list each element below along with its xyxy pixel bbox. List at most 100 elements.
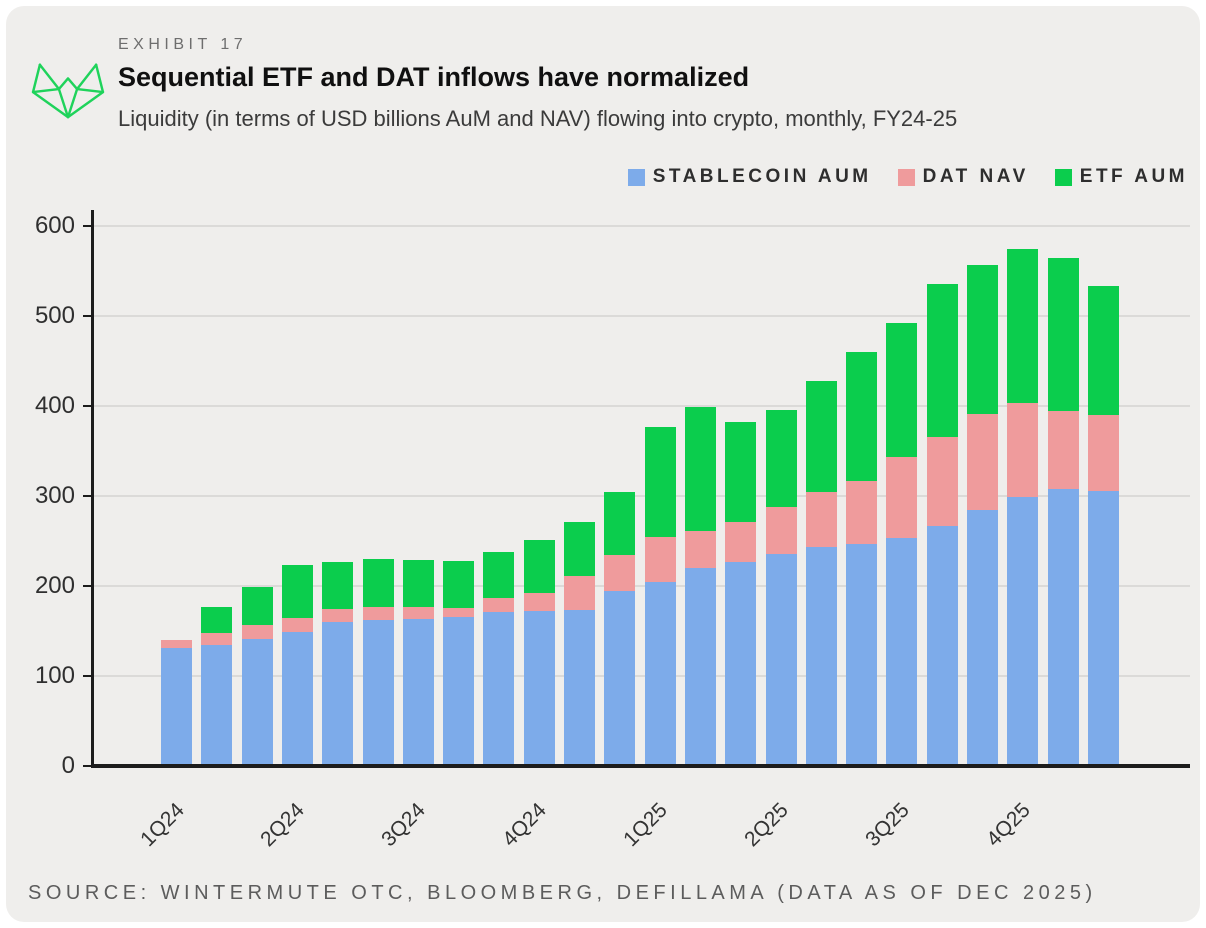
bar-2Q25-m2	[805, 380, 837, 766]
segment-stablecoin-aum	[322, 622, 354, 766]
segment-dat-nav	[1087, 415, 1119, 491]
page-subtitle: Liquidity (in terms of USD billions AuM …	[118, 106, 958, 131]
legend-label: ETF AUM	[1079, 166, 1188, 187]
segment-stablecoin-aum	[523, 611, 555, 766]
segment-dat-nav	[846, 480, 878, 544]
segment-stablecoin-aum	[926, 525, 958, 766]
y-axis-label: 100	[34, 662, 75, 689]
x-axis-label-1Q24: 1Q24	[135, 798, 189, 852]
y-axis-tick	[83, 495, 93, 497]
segment-etf-aum	[443, 560, 475, 608]
legend-label: DAT NAV	[922, 166, 1029, 187]
segment-dat-nav	[805, 491, 837, 548]
segment-etf-aum	[1047, 258, 1079, 411]
bar-1Q25-m3	[725, 422, 757, 766]
y-axis-label: 600	[34, 212, 75, 239]
wintermute-logo-icon	[31, 63, 105, 119]
exhibit-card: EXHIBIT 17 Sequential ETF and DAT inflow…	[6, 6, 1200, 922]
bar-4Q25-m1	[1007, 248, 1039, 766]
bar-2Q24-m2	[322, 561, 354, 766]
y-axis-label: 200	[34, 572, 75, 599]
stacked-bar-chart: 0 100 200 300 400 500 600 1Q24 2Q24 3Q24 4Q24 1Q25 2…	[6, 6, 1200, 922]
segment-etf-aum	[725, 422, 757, 523]
segment-stablecoin-aum	[725, 561, 757, 766]
legend-item-stablecoin-aum: STABLECOIN AUM	[627, 166, 872, 188]
legend-item-dat-nav: DAT NAV	[897, 166, 1029, 188]
segment-etf-aum	[281, 565, 313, 619]
segment-stablecoin-aum	[443, 616, 475, 766]
segment-etf-aum	[846, 352, 878, 481]
segment-etf-aum	[886, 323, 918, 458]
segment-stablecoin-aum	[1087, 490, 1119, 766]
page-title: Sequential ETF and DAT inflows have norm…	[118, 62, 750, 92]
segment-dat-nav	[644, 537, 676, 582]
segment-stablecoin-aum	[846, 543, 878, 766]
segment-stablecoin-aum	[483, 612, 515, 766]
bar-1Q24-m2	[201, 606, 233, 766]
segment-stablecoin-aum	[1007, 496, 1039, 766]
segment-stablecoin-aum	[161, 648, 192, 766]
exhibit-number: EXHIBIT 17	[118, 36, 248, 53]
segment-dat-nav	[604, 555, 636, 592]
segment-etf-aum	[201, 606, 233, 633]
y-axis-label: 300	[34, 482, 75, 509]
legend-item-etf-aum: ETF AUM	[1054, 166, 1188, 188]
segment-etf-aum	[765, 409, 797, 507]
bar-1Q24-m1	[161, 640, 192, 766]
segment-stablecoin-aum	[241, 639, 273, 766]
legend-label: STABLECOIN AUM	[652, 166, 872, 187]
segment-stablecoin-aum	[765, 553, 797, 766]
segment-stablecoin-aum	[967, 510, 998, 766]
segment-stablecoin-aum	[281, 631, 313, 766]
segment-etf-aum	[684, 406, 716, 532]
y-axis-tick	[83, 225, 93, 227]
segment-etf-aum	[1087, 286, 1119, 415]
segment-dat-nav	[1007, 403, 1039, 497]
bar-2Q25-m1	[765, 409, 797, 766]
segment-stablecoin-aum	[886, 538, 918, 766]
x-axis-label-3Q24: 3Q24	[377, 798, 431, 852]
x-axis-label-1Q25: 1Q25	[619, 798, 672, 852]
segment-stablecoin-aum	[644, 581, 676, 766]
y-axis-tick	[83, 405, 93, 407]
segment-etf-aum	[402, 559, 434, 607]
segment-dat-nav	[443, 607, 475, 617]
y-gridline	[93, 225, 1190, 227]
y-axis-tick	[83, 765, 93, 767]
segment-stablecoin-aum	[604, 591, 636, 766]
bar-4Q24-m2	[564, 522, 595, 766]
x-axis-label-2Q25: 2Q25	[740, 798, 793, 852]
y-axis-label: 0	[61, 752, 75, 779]
segment-etf-aum	[564, 522, 595, 577]
bar-3Q24-m1	[402, 559, 434, 766]
bar-3Q25-m1	[886, 323, 918, 766]
bar-1Q25-m2	[684, 406, 716, 766]
bar-1Q24-m3	[241, 586, 273, 766]
segment-dat-nav	[1047, 410, 1079, 489]
y-gridline	[93, 585, 1190, 587]
y-axis-tick	[83, 585, 93, 587]
segment-dat-nav	[765, 506, 797, 554]
bar-3Q24-m2	[443, 560, 475, 766]
segment-etf-aum	[604, 492, 636, 556]
y-gridline	[93, 405, 1190, 407]
segment-stablecoin-aum	[805, 547, 837, 766]
bar-4Q25-m2	[1047, 258, 1079, 766]
segment-etf-aum	[241, 586, 273, 625]
segment-dat-nav	[161, 640, 192, 649]
segment-dat-nav	[523, 593, 555, 612]
bar-3Q24-m3	[483, 551, 515, 766]
bar-3Q25-m2	[926, 283, 958, 766]
stablecoin-aum-swatch-icon	[627, 168, 645, 186]
source-note: SOURCE: WINTERMUTE OTC, BLOOMBERG, DEFIL…	[28, 882, 1097, 904]
segment-etf-aum	[805, 380, 837, 492]
segment-dat-nav	[564, 576, 595, 611]
y-gridline	[93, 495, 1190, 497]
segment-etf-aum	[322, 561, 354, 610]
y-axis-tick	[83, 315, 93, 317]
segment-dat-nav	[241, 624, 273, 640]
segment-dat-nav	[362, 606, 394, 621]
y-gridline	[93, 315, 1190, 317]
bar-4Q24-m1	[523, 540, 555, 766]
segment-stablecoin-aum	[402, 619, 434, 766]
